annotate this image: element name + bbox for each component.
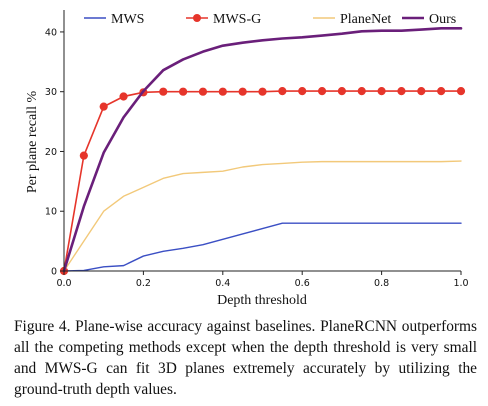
x-tick-label: 0.0 [56,278,71,289]
x-tick-label: 0.4 [215,278,230,289]
y-tick-label: 10 [45,207,57,218]
data-point-mws-g [377,86,386,96]
x-tick-label: 1.0 [453,278,468,289]
series-line-mws [63,222,462,272]
y-tick-label: 40 [45,27,57,38]
x-tick-label: 0.8 [374,278,389,289]
series-line-ours [62,27,463,273]
series-line-planenet [63,160,462,272]
x-tick-label: 0.2 [136,278,151,289]
line-chart: MWS MWS-G PlaneNet Ours 0.0 0.2 0.4 0.6 0.8 1.00… [25,10,469,308]
ticks-layer: 0.0 0.2 0.4 0.6 0.8 1.0 0 10 20 30 40 [45,27,469,289]
data-point-mws-g [456,86,466,96]
data-point-mws-g [159,87,168,96]
y-tick-label: 0 [51,267,57,278]
plot-area [59,10,466,276]
data-point-mws-g [337,86,347,96]
data-point-mws-g [437,86,446,96]
figure-caption: Figure 4. Plane-wise accuracy against ba… [14,318,477,398]
data-point-mws-g [298,86,307,96]
y-tick-label: 30 [45,87,57,98]
legend-label-mws: MWS [111,12,144,27]
chart-legend: MWS MWS-G PlaneNet Ours [84,12,456,27]
line-chart-figure: MWS MWS-G PlaneNet Ours 0.0 0.2 0.4 0.6 0.8 1.0 0… [25,10,469,308]
data-point-mws-g [238,87,247,96]
x-axis-label: Depth threshold [217,293,307,308]
data-point-mws-g [258,87,267,96]
axes-layer [63,10,461,272]
legend-marker-mws-g [193,14,201,22]
data-point-mws-g [218,87,227,96]
data-point-mws-g [317,86,327,96]
legend-label-planenet: PlaneNet [340,12,391,27]
data-point-mws-g [278,86,287,96]
y-axis-label: Per plane recall % [25,91,40,194]
data-point-mws-g [119,92,128,101]
data-point-mws-g [397,86,406,96]
data-point-mws-g [417,86,426,96]
data-point-mws-g [198,87,208,96]
data-point-mws-g [79,151,88,160]
legend-label-ours: Ours [429,12,456,27]
data-point-mws-g [179,87,188,96]
series-layer [59,27,466,276]
data-point-mws-g [99,102,108,111]
x-tick-label: 0.6 [295,278,310,289]
y-tick-label: 20 [45,147,57,158]
legend-label-mws-g: MWS-G [213,12,261,27]
data-point-mws-g [357,86,366,96]
